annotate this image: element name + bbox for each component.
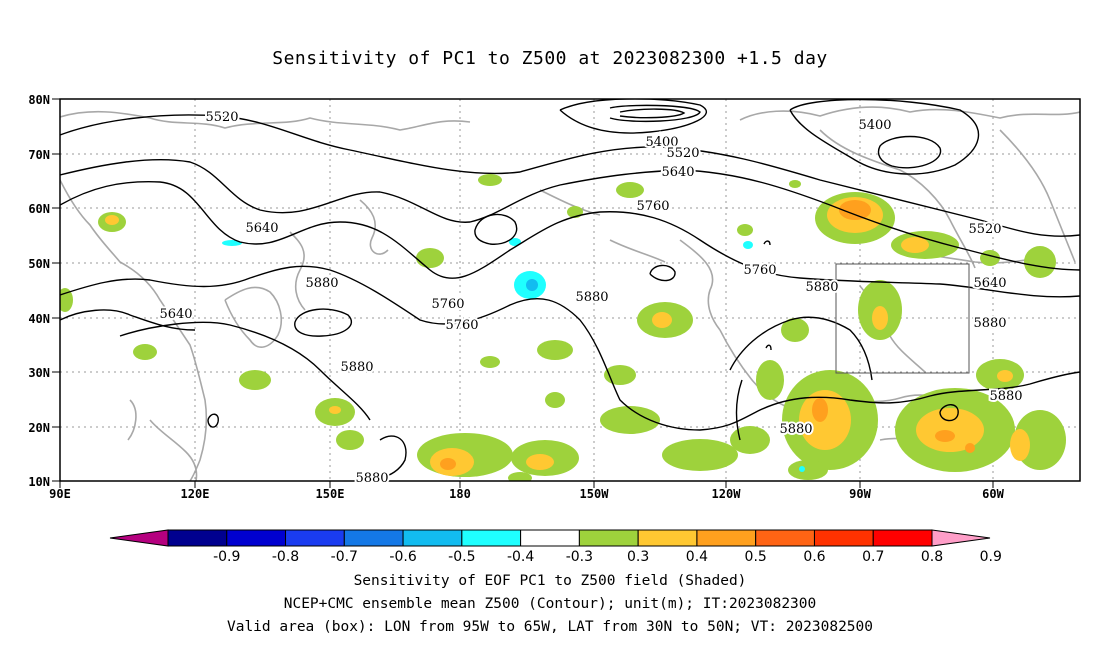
colorbar-label: -0.8: [272, 549, 299, 565]
colorbar-swatch: [402, 529, 463, 547]
contour-label: 5880: [805, 280, 838, 295]
contour-label: 5880: [973, 316, 1006, 331]
lon-label: 150W: [580, 487, 610, 501]
caption-line-3: Valid area (box): LON from 95W to 65W, L…: [226, 619, 873, 635]
contour-label-group: 5520540055205640576056405880576056405760…: [157, 108, 1024, 488]
contour-label: 5400: [645, 135, 678, 150]
lon-label: 150E: [316, 487, 345, 501]
contour-label: 5760: [743, 263, 776, 278]
lat-label: 70N: [28, 148, 50, 162]
colorbar-swatch: [931, 529, 991, 547]
colorbar-swatch: [872, 529, 933, 547]
colorbar-label: -0.4: [507, 549, 534, 565]
plot-frame: [59, 98, 1081, 482]
colorbar-label: 0.4: [686, 549, 708, 565]
contour-label: 5880: [779, 422, 812, 437]
caption-line-2: NCEP+CMC ensemble mean Z500 (Contour); u…: [283, 596, 817, 612]
colorbar-swatch: [637, 529, 698, 547]
colorbar-label: 0.8: [921, 549, 943, 565]
colorbar: -0.9 -0.8 -0.7 -0.6 -0.5 -0.4 -0.3 0.3 0.4 0.5 0.6…: [109, 529, 1002, 565]
contour-label: 5880: [305, 276, 338, 291]
contour-label: 5880: [575, 290, 608, 305]
lon-label: 180: [449, 487, 471, 501]
colorbar-swatch: [696, 529, 757, 547]
sensitivity-shading: [60, 174, 1066, 481]
contour-label: 5640: [159, 307, 192, 322]
lat-axis: 80N 70N 60N 50N 40N 30N 20N 10N: [28, 93, 60, 489]
lat-label: 20N: [28, 421, 50, 435]
colorbar-label: 0.9: [980, 549, 1002, 565]
colorbar-label: -0.7: [331, 549, 358, 565]
colorbar-label: -0.3: [566, 549, 593, 565]
coastlines: [60, 106, 1080, 481]
lon-label: 90E: [49, 487, 71, 501]
colorbar-label: -0.9: [213, 549, 240, 565]
caption-line-1: Sensitivity of EOF PC1 to Z500 field (Sh…: [353, 573, 747, 589]
lat-label: 60N: [28, 202, 50, 216]
colorbar-swatch: [813, 529, 874, 547]
lon-label: 90W: [849, 487, 871, 501]
lat-label: 50N: [28, 257, 50, 271]
lon-label: 60W: [982, 487, 1004, 501]
contour-label: 5640: [973, 276, 1006, 291]
contour-label: 5760: [636, 199, 669, 214]
contour-label: 5880: [340, 360, 373, 375]
colorbar-label: 0.5: [745, 549, 767, 565]
lat-label: 30N: [28, 366, 50, 380]
colorbar-label: 0.7: [862, 549, 884, 565]
colorbar-swatch: [226, 529, 287, 547]
colorbar-label: -0.5: [448, 549, 475, 565]
contour-label: 5640: [661, 165, 694, 180]
contour-label: 5880: [989, 389, 1022, 404]
valid-area-box: [835, 263, 970, 374]
colorbar-swatch: [109, 529, 169, 547]
contour-label: 5640: [245, 221, 278, 236]
contour-label: 5520: [205, 110, 238, 125]
lon-axis: 90E 120E 150E 180 150W 120W 90W 60W: [49, 481, 1005, 501]
contour-label: 5880: [355, 471, 388, 486]
z500-contours: [60, 99, 1080, 479]
colorbar-swatch: [167, 529, 228, 547]
colorbar-swatch: [343, 529, 404, 547]
colorbar-swatch: [520, 529, 580, 547]
colorbar-swatch: [461, 529, 522, 547]
lon-label: 120W: [712, 487, 742, 501]
colorbar-swatch: [755, 529, 815, 547]
lat-label: 10N: [28, 475, 50, 489]
contour-label: 5760: [431, 297, 464, 312]
colorbar-swatch: [285, 529, 345, 547]
colorbar-label: 0.3: [627, 549, 649, 565]
contour-label: 5400: [858, 118, 891, 133]
contour-label: 5760: [445, 318, 478, 333]
lat-label: 40N: [28, 312, 50, 326]
colorbar-label: 0.6: [803, 549, 825, 565]
contour-label: 5520: [666, 146, 699, 161]
colorbar-label: -0.6: [389, 549, 416, 565]
colorbar-swatch: [578, 529, 639, 547]
contour-label: 5520: [968, 222, 1001, 237]
map-title: Sensitivity of PC1 to Z500 at 2023082300…: [272, 48, 828, 69]
lon-label: 120E: [181, 487, 210, 501]
lat-label: 80N: [28, 93, 50, 107]
